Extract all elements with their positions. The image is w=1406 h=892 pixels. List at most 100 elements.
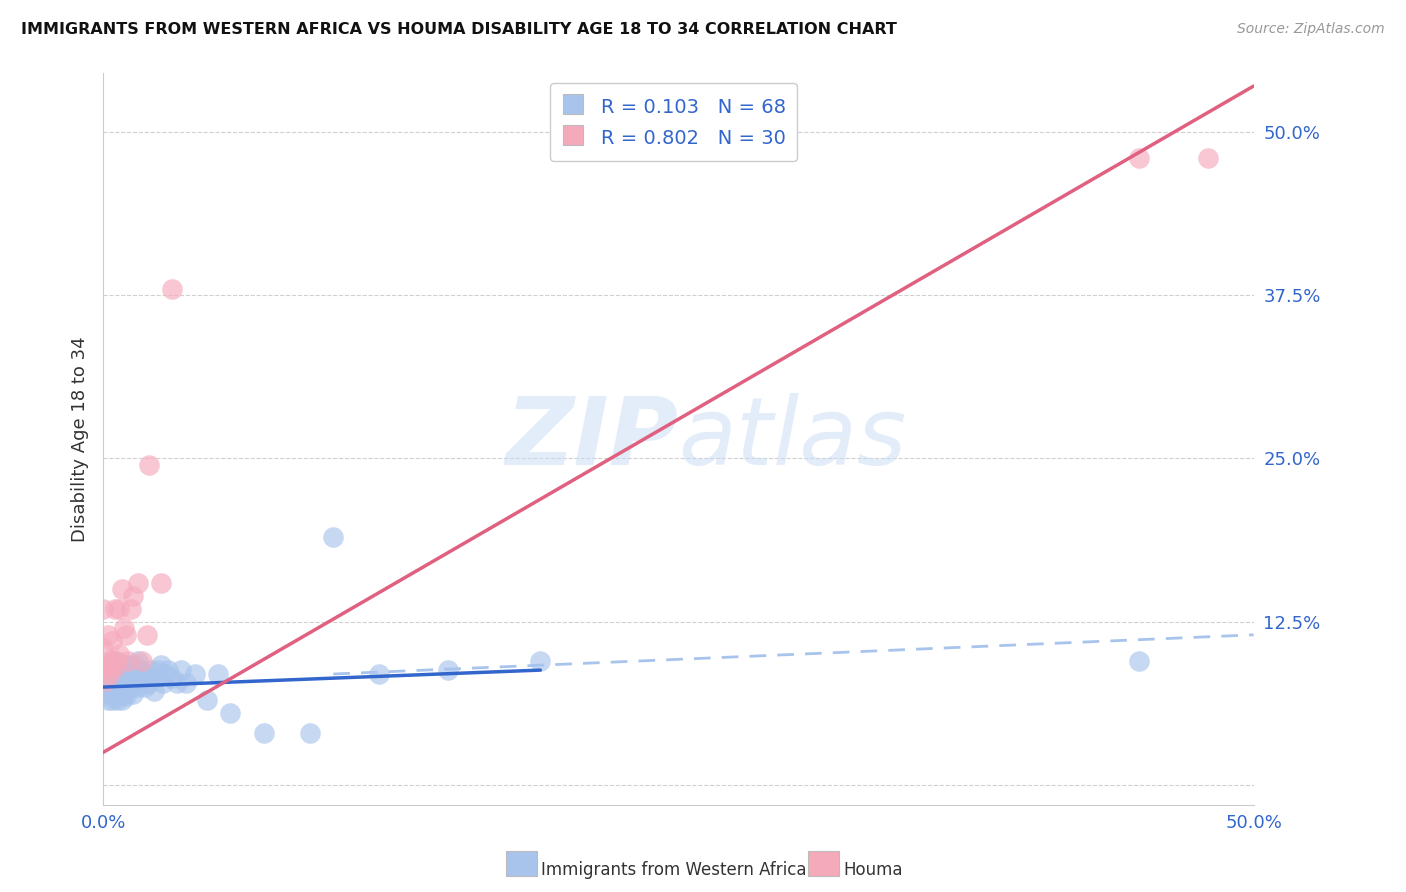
Point [145, 671, 167, 685]
Point [98, 663, 121, 677]
Point [117, 671, 139, 685]
Point [170, 663, 193, 677]
Point [322, 530, 344, 544]
Point [122, 687, 145, 701]
Point [98, 687, 121, 701]
Point [1128, 654, 1150, 668]
Point [105, 667, 128, 681]
Point [94, 673, 117, 688]
Point [108, 601, 131, 615]
Point [142, 684, 165, 698]
Point [91, 601, 114, 615]
Point [131, 654, 153, 668]
Point [105, 654, 128, 668]
Text: IMMIGRANTS FROM WESTERN AFRICA VS HOUMA DISABILITY AGE 18 TO 34 CORRELATION CHAR: IMMIGRANTS FROM WESTERN AFRICA VS HOUMA … [21, 22, 897, 37]
Point [129, 663, 152, 677]
Point [108, 660, 131, 674]
Point [131, 671, 153, 685]
Point [437, 663, 460, 677]
Point [104, 654, 127, 668]
Point [138, 676, 160, 690]
Point [98, 676, 121, 690]
Point [117, 654, 139, 668]
Point [94, 687, 117, 701]
Point [155, 667, 177, 681]
Point [97, 693, 120, 707]
Point [115, 676, 138, 690]
Point [108, 687, 131, 701]
Text: ZIP: ZIP [506, 392, 678, 485]
Point [104, 690, 127, 704]
Point [127, 575, 149, 590]
Legend: R = 0.103   N = 68, R = 0.802   N = 30: R = 0.103 N = 68, R = 0.802 N = 30 [550, 83, 797, 161]
Point [138, 458, 160, 472]
Point [135, 667, 157, 681]
Point [148, 663, 170, 677]
Point [115, 663, 138, 677]
Point [120, 680, 142, 694]
Point [207, 667, 229, 681]
Point [97, 667, 120, 681]
Point [101, 634, 124, 648]
Point [117, 657, 139, 672]
Point [115, 628, 138, 642]
Point [124, 676, 146, 690]
Point [166, 676, 188, 690]
Point [120, 601, 142, 615]
Point [97, 654, 120, 668]
Text: atlas: atlas [678, 393, 907, 484]
Point [105, 693, 128, 707]
Point [174, 676, 197, 690]
Point [141, 663, 163, 677]
Point [91, 660, 114, 674]
Point [110, 582, 132, 596]
Point [101, 654, 124, 668]
Point [110, 676, 132, 690]
Point [120, 660, 142, 674]
Point [1197, 151, 1219, 165]
Point [110, 693, 132, 707]
Point [160, 671, 183, 685]
Point [156, 663, 179, 677]
Point [97, 628, 120, 642]
Point [94, 673, 117, 688]
Text: Immigrants from Western Africa: Immigrants from Western Africa [541, 861, 807, 879]
Point [184, 667, 207, 681]
Point [104, 676, 127, 690]
Point [122, 667, 145, 681]
Point [299, 726, 322, 740]
Point [112, 657, 135, 672]
Point [160, 282, 183, 296]
Point [110, 663, 132, 677]
Text: Source: ZipAtlas.com: Source: ZipAtlas.com [1237, 22, 1385, 37]
Point [101, 680, 124, 694]
Point [108, 648, 131, 662]
Point [101, 693, 124, 707]
Point [91, 680, 114, 694]
Point [368, 667, 391, 681]
Point [218, 706, 240, 721]
Point [135, 628, 157, 642]
Point [149, 575, 172, 590]
Point [122, 589, 145, 603]
Point [104, 663, 127, 677]
Point [108, 673, 131, 688]
Text: Houma: Houma [844, 861, 903, 879]
Point [104, 660, 127, 674]
Point [105, 680, 128, 694]
Point [112, 673, 135, 688]
Point [124, 657, 146, 672]
Point [1128, 151, 1150, 165]
Point [149, 657, 172, 672]
Y-axis label: Disability Age 18 to 34: Disability Age 18 to 34 [72, 336, 89, 541]
Point [112, 621, 135, 635]
Point [98, 667, 121, 681]
Point [101, 660, 124, 674]
Point [98, 660, 121, 674]
Point [134, 680, 156, 694]
Point [127, 680, 149, 694]
Point [152, 676, 174, 690]
Point [91, 640, 114, 655]
Point [253, 726, 276, 740]
Point [112, 687, 135, 701]
